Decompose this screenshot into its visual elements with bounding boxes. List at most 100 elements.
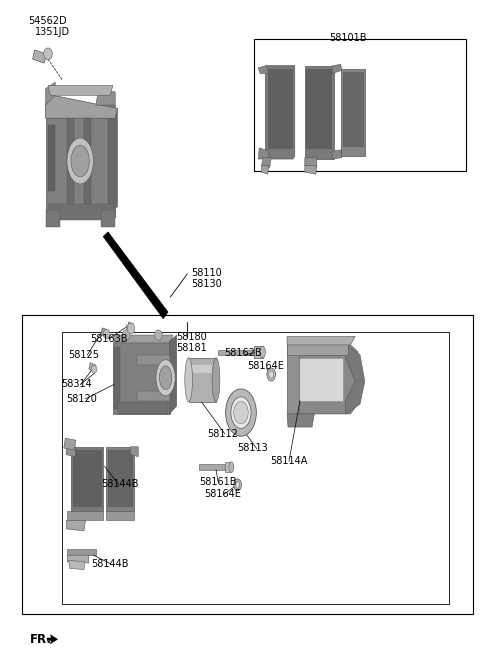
Text: 58110: 58110 <box>191 268 222 279</box>
Circle shape <box>155 330 162 340</box>
Polygon shape <box>346 345 365 414</box>
Polygon shape <box>343 72 363 146</box>
Polygon shape <box>71 447 103 511</box>
Text: 58163B: 58163B <box>90 334 128 344</box>
Polygon shape <box>108 108 118 210</box>
Text: 58130: 58130 <box>191 279 222 290</box>
Ellipse shape <box>226 389 256 436</box>
Polygon shape <box>262 166 269 174</box>
Ellipse shape <box>229 462 234 472</box>
Circle shape <box>103 329 110 338</box>
Polygon shape <box>189 358 216 402</box>
Polygon shape <box>218 350 254 355</box>
Ellipse shape <box>267 368 276 381</box>
Polygon shape <box>67 549 96 555</box>
Polygon shape <box>48 204 113 220</box>
Polygon shape <box>101 328 108 337</box>
Polygon shape <box>341 69 365 156</box>
Polygon shape <box>118 402 168 414</box>
Ellipse shape <box>185 357 192 401</box>
Ellipse shape <box>234 479 241 491</box>
Polygon shape <box>114 347 120 409</box>
Polygon shape <box>108 450 132 506</box>
Polygon shape <box>89 363 96 372</box>
Polygon shape <box>305 166 317 174</box>
Circle shape <box>44 48 52 60</box>
Polygon shape <box>48 85 113 95</box>
Polygon shape <box>287 336 355 345</box>
Text: 58114A: 58114A <box>270 455 308 466</box>
Polygon shape <box>67 118 74 204</box>
Polygon shape <box>48 125 55 191</box>
Text: 58113: 58113 <box>238 443 268 453</box>
Text: 58181: 58181 <box>177 342 207 353</box>
Polygon shape <box>66 447 75 457</box>
Polygon shape <box>67 511 103 520</box>
Polygon shape <box>169 335 177 414</box>
Polygon shape <box>103 232 168 319</box>
Text: 58120: 58120 <box>66 394 97 404</box>
Ellipse shape <box>156 360 175 396</box>
Polygon shape <box>46 82 55 105</box>
Polygon shape <box>113 335 173 343</box>
Polygon shape <box>287 414 314 427</box>
Text: 58314: 58314 <box>61 379 92 390</box>
Polygon shape <box>66 520 85 531</box>
Ellipse shape <box>67 138 94 184</box>
Polygon shape <box>106 447 134 511</box>
Text: 58125: 58125 <box>69 350 100 360</box>
Bar <box>62 332 449 604</box>
Polygon shape <box>46 105 115 217</box>
Polygon shape <box>127 322 133 333</box>
Polygon shape <box>332 150 342 159</box>
Bar <box>22 315 473 614</box>
Polygon shape <box>84 118 91 204</box>
Polygon shape <box>189 365 216 373</box>
Polygon shape <box>46 210 60 227</box>
Polygon shape <box>199 464 225 470</box>
Polygon shape <box>113 342 170 414</box>
Polygon shape <box>101 210 115 227</box>
Polygon shape <box>306 69 331 148</box>
Text: 58101B: 58101B <box>329 33 367 43</box>
Polygon shape <box>287 342 348 355</box>
Polygon shape <box>69 560 85 570</box>
Polygon shape <box>73 450 101 506</box>
Text: 58161B: 58161B <box>199 477 237 487</box>
Polygon shape <box>258 66 269 74</box>
Polygon shape <box>287 345 299 414</box>
Polygon shape <box>137 355 170 401</box>
Ellipse shape <box>231 397 251 428</box>
Polygon shape <box>258 148 269 159</box>
Ellipse shape <box>71 145 89 177</box>
Text: 58162B: 58162B <box>225 348 262 359</box>
Polygon shape <box>268 69 292 148</box>
Ellipse shape <box>212 357 220 401</box>
Text: 58112: 58112 <box>207 428 238 439</box>
Polygon shape <box>262 158 271 168</box>
Text: FR.: FR. <box>30 633 52 646</box>
Polygon shape <box>96 89 115 105</box>
Text: 58180: 58180 <box>177 332 207 342</box>
Polygon shape <box>298 358 343 401</box>
Polygon shape <box>64 438 76 450</box>
Text: 58144B: 58144B <box>91 558 129 569</box>
Polygon shape <box>332 64 342 74</box>
Circle shape <box>91 365 97 373</box>
Polygon shape <box>305 66 334 159</box>
Text: 58164E: 58164E <box>247 361 284 371</box>
Polygon shape <box>106 511 134 520</box>
Polygon shape <box>254 346 263 358</box>
Polygon shape <box>47 635 58 644</box>
Ellipse shape <box>269 371 274 378</box>
Ellipse shape <box>159 366 172 390</box>
Polygon shape <box>67 555 89 563</box>
Circle shape <box>127 323 135 334</box>
Polygon shape <box>131 447 138 457</box>
Text: 1351JD: 1351JD <box>35 27 70 37</box>
Polygon shape <box>305 158 317 168</box>
Polygon shape <box>46 95 118 118</box>
Text: 58144B: 58144B <box>101 479 138 489</box>
Circle shape <box>122 330 130 340</box>
Text: 58164E: 58164E <box>204 489 241 499</box>
